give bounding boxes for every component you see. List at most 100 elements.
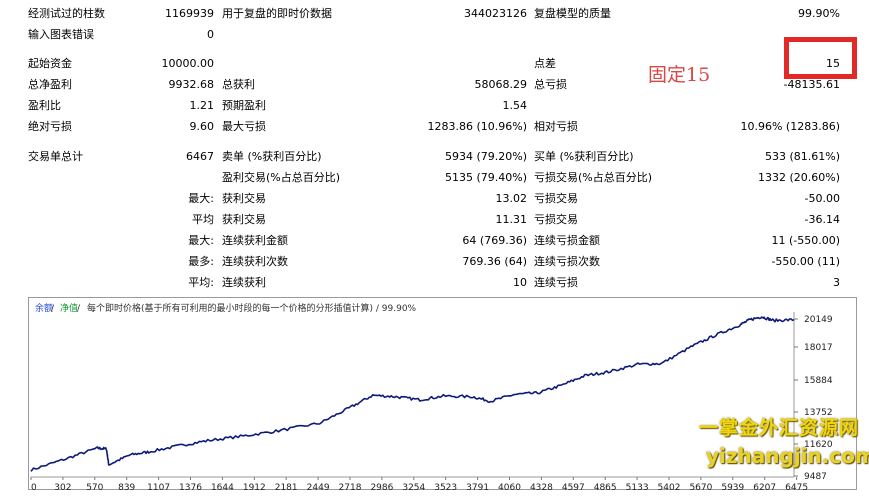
x-tick-label: 6207 [753, 483, 776, 491]
stat-label: 最大: [188, 234, 214, 247]
stat-value: 769.36 (64) [462, 255, 527, 268]
stat-label: 预期盈利 [222, 99, 266, 112]
x-tick-label: 3523 [434, 483, 457, 491]
y-tick-label: 20149 [804, 315, 833, 325]
stat-label: 连续亏损次数 [534, 255, 600, 268]
stat-label: 卖单 (%获利百分比) [222, 150, 322, 163]
stat-label: 连续亏损金额 [534, 234, 600, 247]
stat-value: 1169939 [165, 7, 214, 20]
x-tick-label: 2181 [275, 483, 298, 491]
x-tick-label: 1107 [147, 483, 170, 491]
stat-label: 总净盈利 [28, 78, 72, 91]
stat-value: -550.00 (11) [771, 255, 840, 268]
stat-label: 经测试过的柱数 [28, 7, 105, 20]
balance-line [30, 316, 795, 472]
stat-value: 1283.86 (10.96%) [427, 120, 527, 133]
stat-value: 1.21 [189, 99, 215, 112]
stat-label: 点差 [534, 57, 556, 70]
highlight-box [784, 37, 857, 79]
x-tick-label: 2449 [307, 483, 330, 491]
y-tick-label: 18017 [804, 343, 833, 353]
chart-separator-1: / [51, 304, 55, 314]
balance-chart: 余额 / 净值 / 每个即时价格(基于所有可利用的最小时段的每一个价格的分形插值… [28, 297, 857, 493]
watermark-url: yizhangjin.com [706, 444, 869, 468]
stat-value: 11.31 [495, 213, 528, 226]
stat-label: 连续获利金额 [222, 234, 288, 247]
stat-label: 输入图表错误 [28, 28, 94, 41]
stat-label: 获利交易 [222, 213, 266, 226]
stat-value: 10 [513, 276, 527, 289]
x-tick-label: 5402 [658, 483, 681, 491]
stat-value: 15 [826, 57, 840, 70]
stat-label: 买单 (%获利百分比) [534, 150, 634, 163]
stat-value: 533 (81.61%) [764, 150, 840, 163]
stat-value: 5135 (79.40%) [444, 171, 527, 184]
stat-label: 获利交易 [222, 192, 266, 205]
stat-label: 总亏损 [534, 78, 567, 91]
stat-value: 5934 (79.20%) [444, 150, 527, 163]
y-tick-label: 9487 [804, 472, 827, 482]
x-tick-label: 570 [86, 483, 103, 491]
stat-label: 用于复盘的即时价数据 [222, 7, 332, 20]
stat-value: 10000.00 [161, 57, 215, 70]
x-tick-label: 4328 [530, 483, 553, 491]
x-tick-label: 2718 [339, 483, 362, 491]
stat-value: 6467 [186, 150, 214, 163]
x-tick-label: 4060 [498, 483, 521, 491]
stat-value: 99.90% [798, 7, 840, 20]
spread-note: 固定15 [648, 64, 711, 86]
stat-value: 1332 (20.60%) [757, 171, 840, 184]
stat-label: 最大: [188, 192, 214, 205]
stat-value: 11 (-550.00) [771, 234, 840, 247]
stat-value: 64 (769.36) [462, 234, 527, 247]
stat-label: 交易单总计 [28, 150, 83, 163]
stat-value: -50.00 [804, 192, 840, 205]
x-tick-label: 1912 [243, 483, 266, 491]
stat-label: 亏损交易(%占总百分比) [534, 171, 653, 184]
x-tick-label: 3791 [466, 483, 489, 491]
y-tick-label: 15884 [804, 376, 833, 386]
x-tick-label: 3254 [402, 483, 425, 491]
x-tick-label: 0 [31, 483, 37, 491]
x-tick-label: 6475 [785, 483, 808, 491]
chart-balance-label: 余额 [35, 302, 53, 314]
x-tick-label: 4865 [594, 483, 617, 491]
stat-label: 复盘模型的质量 [534, 7, 611, 20]
stat-label: 盈利比 [28, 99, 61, 112]
x-tick-label: 5939 [721, 483, 744, 491]
stat-label: 起始资金 [28, 57, 72, 70]
chart-model-label: 每个即时价格(基于所有可利用的最小时段的每一个价格的分形插值计算) / 99.9… [87, 302, 417, 314]
x-tick-label: 1644 [211, 483, 234, 491]
watermark-title: 一掌金外汇资源网 [699, 417, 860, 439]
stat-label: 绝对亏损 [28, 120, 72, 133]
x-tick-label: 1376 [179, 483, 202, 491]
x-tick-label: 5670 [689, 483, 712, 491]
chart-separator-2: / [77, 304, 81, 314]
stat-value: 9.60 [189, 120, 215, 133]
balance-chart-svg: 余额 / 净值 / 每个即时价格(基于所有可利用的最小时段的每一个价格的分形插值… [30, 302, 833, 493]
stat-value: 9932.68 [168, 78, 215, 91]
chart-equity-label: 净值 [60, 302, 78, 314]
x-tick-label: 2986 [370, 483, 393, 491]
stat-label: 亏损交易 [534, 213, 578, 226]
y-tick-label: 13752 [804, 408, 833, 418]
stat-value: 10.96% (1283.86) [740, 120, 840, 133]
stat-label: 平均 [192, 213, 214, 226]
y-tick-label: 11620 [804, 440, 833, 450]
stat-label: 最多: [188, 255, 214, 268]
stat-label: 连续获利次数 [222, 255, 288, 268]
stat-value: 0 [207, 28, 214, 41]
report-summary: 经测试过的柱数 1169939 用于复盘的即时价数据 344023126 复盘模型的质量… [28, 7, 840, 289]
stat-value: -48135.61 [783, 78, 840, 91]
x-tick-label: 302 [54, 483, 71, 491]
x-tick-label: 839 [118, 483, 135, 491]
stat-label: 盈利交易(%占总百分比) [222, 171, 341, 184]
x-tick-label: 4597 [562, 483, 585, 491]
stat-label: 总获利 [222, 78, 255, 91]
stat-label: 相对亏损 [534, 120, 578, 133]
stat-value: 1.54 [502, 99, 528, 112]
x-tick-label: 5133 [626, 483, 649, 491]
stat-label: 连续亏损 [534, 276, 578, 289]
stat-value: 13.02 [495, 192, 528, 205]
stat-value: 3 [833, 276, 840, 289]
